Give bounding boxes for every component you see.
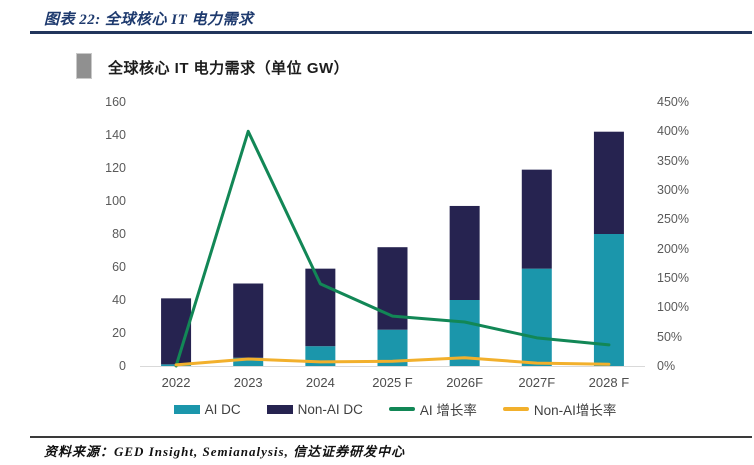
legend-swatch-icon — [266, 404, 293, 414]
bar-segment-ai-dc — [449, 300, 480, 366]
legend-label: AI 增长率 — [419, 403, 477, 418]
y-right-tick-label: 300% — [657, 183, 689, 197]
y-left-tick-label: 60 — [112, 260, 126, 274]
report-figure-title: 图表 22: 全球核心 IT 电力需求 — [44, 12, 254, 28]
y-right-tick-label: 0% — [657, 359, 676, 373]
y-right-tick-label: 400% — [657, 124, 689, 139]
bar-segment-non-ai-dc — [449, 205, 480, 300]
legend-item-non-ai: Non-AI增长率 — [502, 399, 617, 419]
header-divider — [30, 31, 752, 34]
legend: AI DC Non-AI DC AI 增长率 Non-AI增长率 — [18, 398, 754, 420]
y-right-tick-label: 350% — [657, 153, 689, 168]
legend-label: Non-AI DC — [297, 401, 363, 417]
y-left-tick-label: 0 — [119, 359, 126, 373]
y-left-tick-label: 20 — [112, 326, 126, 340]
chart-title: 全球核心 IT 电力需求（单位 GW） — [108, 60, 350, 77]
y-right-tick-label: 100% — [657, 300, 689, 315]
y-left-tick-label: 40 — [112, 293, 126, 307]
legend-line-icon — [502, 407, 529, 411]
bar-segment-ai-dc — [521, 268, 552, 366]
y-left-tick-label: 100 — [105, 194, 126, 208]
bar-segment-non-ai-dc — [521, 169, 552, 269]
y-left-tick-label: 160 — [105, 95, 126, 109]
x-axis-label: 2027F — [518, 375, 556, 390]
x-axis-label: 2023 — [233, 375, 263, 390]
line-non-ai — [174, 356, 611, 367]
bar-segment-non-ai-dc — [593, 131, 624, 234]
y-left-tick-label: 80 — [112, 227, 126, 241]
y-left-tick-label: 120 — [105, 161, 126, 175]
legend-item-non-ai-dc: Non-AI DC — [266, 401, 363, 417]
legend-item-ai-dc: AI DC — [173, 401, 241, 417]
legend-line-icon — [388, 407, 415, 411]
x-axis-label: 2028 F — [588, 375, 630, 390]
x-axis-label: 2025 F — [372, 375, 413, 390]
y-left-tick-label: 140 — [105, 128, 126, 142]
legend-label: AI DC — [204, 401, 241, 417]
y-right-tick-label: 50% — [657, 329, 683, 344]
legend-item-ai: AI 增长率 — [388, 399, 477, 419]
y-right-tick-label: 200% — [657, 241, 689, 256]
bar-segment-ai-dc — [233, 357, 264, 366]
bar-segment-non-ai-dc — [305, 268, 336, 347]
x-axis-label: 2024 — [305, 375, 335, 390]
y-right-tick-label: 250% — [657, 212, 689, 227]
y-right-tick-label: 450% — [657, 95, 689, 109]
legend-label: Non-AI增长率 — [533, 403, 617, 418]
x-axis-label: 2026F — [446, 375, 484, 390]
source-note: 资料来源：GED Insight, Semianalysis, 信达证券研发中心 — [44, 444, 406, 459]
footer-divider — [30, 436, 752, 438]
figure-title-bullet-icon — [76, 53, 92, 79]
y-right-tick-label: 150% — [657, 271, 689, 285]
bar-segment-non-ai-dc — [233, 283, 264, 358]
x-axis-label: 2022 — [161, 375, 191, 390]
line-ai — [174, 129, 611, 368]
legend-swatch-icon — [173, 404, 200, 414]
